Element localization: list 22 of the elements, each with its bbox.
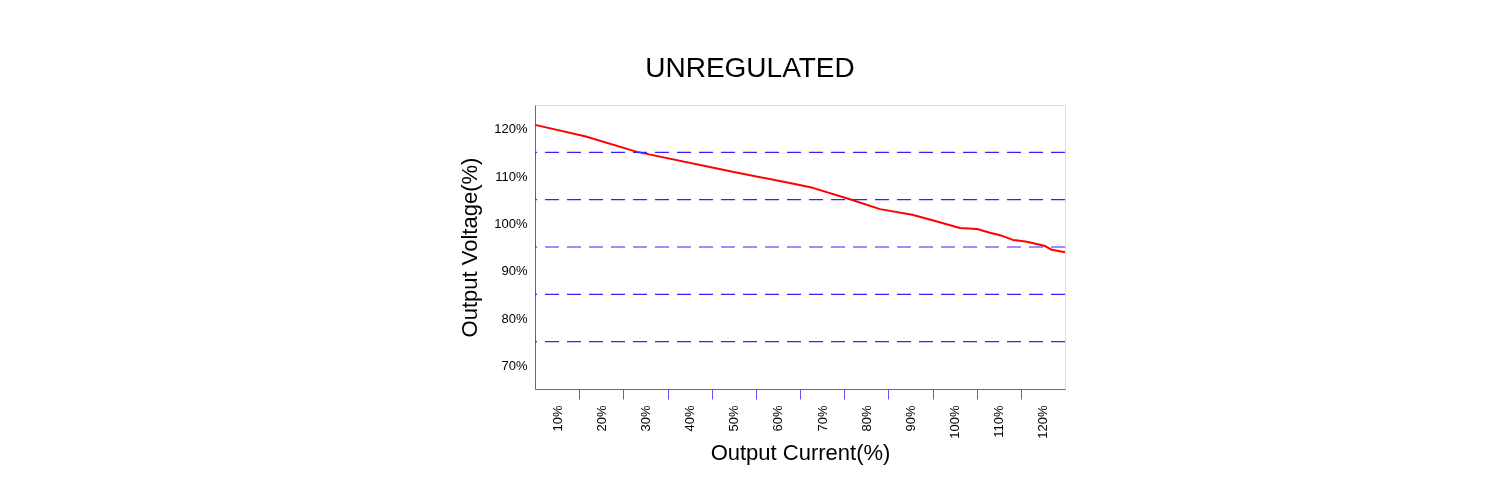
y-tick-label: 80% — [501, 310, 528, 326]
x-tick-label: 110% — [991, 405, 1007, 438]
x-tick-label: 50% — [726, 405, 742, 432]
chart-title: UNREGULATED — [645, 52, 855, 83]
y-tick-label: 120% — [494, 121, 528, 137]
x-axis-title: Output Current(%) — [710, 439, 891, 465]
y-tick-label: 70% — [501, 357, 528, 373]
x-tick-label: 90% — [902, 405, 918, 432]
x-tick-label: 30% — [637, 405, 653, 432]
x-tick-label: 10% — [549, 405, 565, 432]
x-tick-label: 40% — [682, 405, 698, 432]
x-tick-label: 60% — [770, 405, 786, 432]
x-tick-label: 70% — [814, 405, 830, 432]
x-tick-label: 120% — [1035, 405, 1051, 439]
y-tick-label: 90% — [501, 263, 528, 279]
y-tick-label: 110% — [495, 168, 528, 184]
x-tick-label: 100% — [947, 405, 963, 439]
x-tick-label: 80% — [858, 405, 874, 432]
x-tick-label: 20% — [593, 405, 609, 432]
line-series — [534, 123, 1066, 254]
y-axis-title: Output Voltage(%) — [457, 157, 483, 338]
y-tick-label: 100% — [494, 215, 528, 231]
